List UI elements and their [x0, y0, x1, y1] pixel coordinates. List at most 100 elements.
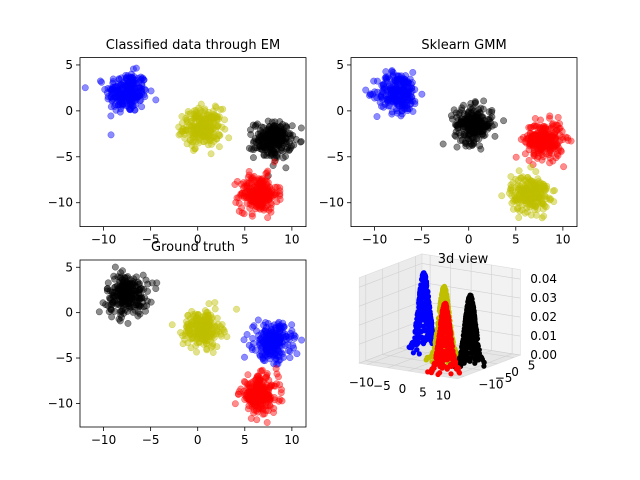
data-point: [193, 348, 200, 356]
data-point: [135, 288, 143, 296]
data-point: [189, 119, 197, 127]
data-point: [538, 214, 546, 222]
data-point: [152, 285, 160, 293]
data-point: [131, 97, 139, 105]
data-point: [139, 271, 147, 279]
data-point: [464, 357, 470, 363]
data-point: [420, 283, 426, 289]
data-point: [373, 113, 381, 121]
data-point: [527, 194, 535, 202]
data-point: [279, 120, 287, 128]
data-point: [134, 74, 142, 82]
data-point: [445, 364, 451, 370]
data-point: [265, 195, 273, 203]
data-point: [525, 124, 533, 131]
x-tick-label: −10: [91, 433, 116, 447]
data-point: [418, 90, 426, 98]
y-tick-label: −5: [326, 150, 344, 164]
data-point: [188, 122, 196, 130]
y-tick-label: 5: [65, 58, 73, 72]
data-point: [500, 117, 508, 125]
panel-em-title: Classified data through EM: [106, 38, 280, 53]
data-point: [95, 308, 103, 316]
data-point: [108, 86, 116, 94]
data-point: [471, 98, 479, 106]
data-point: [542, 130, 550, 138]
data-point: [414, 310, 421, 317]
data-point: [525, 157, 533, 164]
data-point: [109, 79, 117, 87]
data-point: [483, 122, 491, 130]
data-point: [395, 78, 403, 86]
data-point: [472, 322, 478, 328]
data-point: [465, 336, 471, 342]
data-point: [540, 141, 548, 149]
data-point: [298, 336, 306, 344]
x-tick-label: 5: [241, 233, 249, 247]
y-tick-label: −10: [48, 396, 73, 410]
data-point: [133, 300, 141, 307]
panel-em-cluster-2: [245, 117, 305, 180]
data-point: [456, 137, 464, 145]
z-tick-label: 0.02: [530, 310, 557, 324]
data-point: [425, 293, 431, 299]
z-tick-label: 0.03: [530, 291, 557, 305]
data-point: [274, 135, 282, 143]
data-point: [234, 390, 242, 398]
data-point: [270, 333, 278, 341]
data-point: [131, 106, 139, 114]
data-point: [190, 147, 198, 154]
data-point: [123, 99, 131, 107]
data-point: [274, 150, 282, 158]
data-point: [252, 384, 260, 392]
data-point: [532, 168, 540, 176]
data-point: [121, 300, 129, 308]
data-point: [399, 90, 406, 98]
data-point: [277, 389, 285, 397]
data-point: [427, 311, 433, 317]
data-point: [455, 129, 463, 137]
data-point: [243, 389, 251, 397]
data-point: [253, 416, 261, 424]
data-point: [120, 90, 128, 98]
data-point: [140, 76, 148, 84]
x-tick-label: 10: [555, 233, 570, 247]
data-point: [288, 327, 296, 335]
y-tick-label: 0: [336, 104, 344, 118]
data-point: [251, 144, 259, 152]
data-point: [518, 206, 526, 214]
data-point: [212, 126, 219, 134]
data-point: [201, 122, 209, 130]
panel-sklearn-title: Sklearn GMM: [421, 38, 506, 53]
data-point: [187, 110, 194, 118]
data-point: [288, 321, 296, 329]
data-point: [441, 313, 447, 319]
data-point: [531, 121, 539, 129]
data-point: [267, 186, 275, 194]
data-point: [259, 132, 267, 140]
data-point: [389, 73, 397, 81]
data-point: [244, 371, 252, 379]
data-point: [276, 322, 284, 330]
x-tick-label: −5: [373, 379, 391, 393]
data-point: [397, 112, 405, 120]
data-point: [552, 154, 560, 162]
data-point: [486, 115, 494, 122]
data-point: [205, 300, 213, 308]
data-point: [243, 181, 251, 189]
data-point: [546, 147, 554, 155]
data-point: [448, 340, 454, 346]
data-point: [477, 104, 485, 112]
data-point: [247, 126, 254, 134]
data-point: [387, 86, 395, 94]
data-point: [498, 192, 506, 200]
data-point: [275, 373, 282, 381]
data-point: [539, 153, 547, 161]
data-point: [111, 263, 119, 271]
data-point: [260, 321, 268, 329]
data-point: [201, 307, 209, 315]
data-point: [115, 101, 122, 109]
data-point: [202, 322, 210, 330]
data-point: [420, 300, 426, 306]
